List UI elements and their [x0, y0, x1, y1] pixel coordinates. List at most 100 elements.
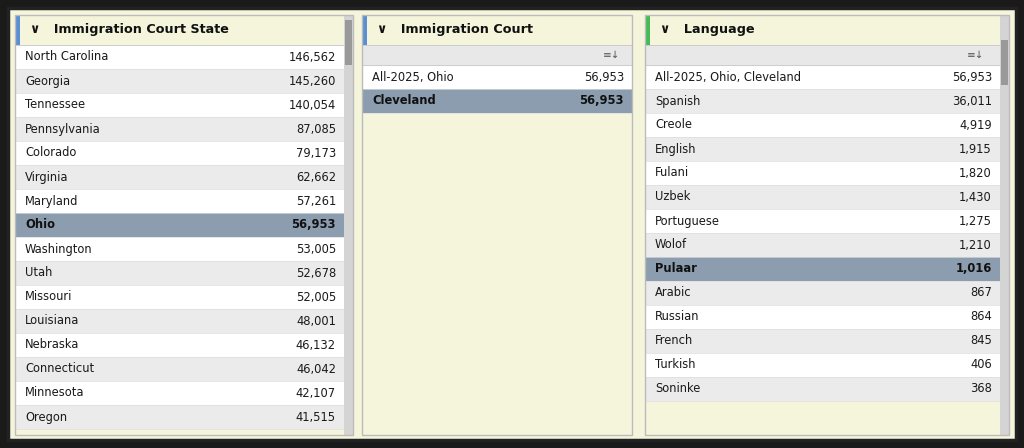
Text: English: English [655, 142, 696, 155]
Bar [15, 429, 344, 435]
Bar [645, 281, 1000, 305]
Bar [15, 93, 344, 117]
Bar [645, 209, 1000, 233]
Text: 57,261: 57,261 [296, 194, 336, 207]
Bar [362, 65, 632, 89]
Text: Georgia: Georgia [25, 74, 70, 87]
Bar [645, 113, 1000, 137]
Text: North Carolina: North Carolina [25, 51, 109, 64]
Text: 1,820: 1,820 [959, 167, 992, 180]
Bar [15, 165, 344, 189]
Bar [362, 15, 632, 435]
Text: 53,005: 53,005 [296, 242, 336, 255]
Bar [15, 141, 344, 165]
Text: 406: 406 [971, 358, 992, 371]
Text: Uzbek: Uzbek [655, 190, 690, 203]
Text: 56,953: 56,953 [951, 70, 992, 83]
Text: Cleveland: Cleveland [372, 95, 436, 108]
Text: 1,210: 1,210 [959, 238, 992, 251]
Bar [645, 15, 1009, 435]
Text: Creole: Creole [655, 119, 692, 132]
Bar [645, 377, 1000, 401]
Bar [15, 15, 353, 435]
Text: 4,919: 4,919 [959, 119, 992, 132]
Text: 1,430: 1,430 [959, 190, 992, 203]
Bar [367, 15, 632, 45]
Bar [650, 15, 1009, 45]
Text: 368: 368 [970, 383, 992, 396]
Text: Arabic: Arabic [655, 287, 691, 300]
Bar [645, 45, 1009, 65]
Text: Washington: Washington [25, 242, 92, 255]
Text: Turkish: Turkish [655, 358, 695, 371]
Bar [645, 137, 1000, 161]
Text: Soninke: Soninke [655, 383, 700, 396]
Text: Virginia: Virginia [25, 171, 69, 184]
Text: 140,054: 140,054 [289, 99, 336, 112]
Text: Maryland: Maryland [25, 194, 79, 207]
Text: 864: 864 [971, 310, 992, 323]
Text: 46,042: 46,042 [296, 362, 336, 375]
Bar [1001, 40, 1008, 85]
Text: Tennessee: Tennessee [25, 99, 85, 112]
Bar [20, 15, 353, 45]
Text: 52,005: 52,005 [296, 290, 336, 303]
Text: 42,107: 42,107 [296, 387, 336, 400]
Bar [15, 405, 344, 429]
Bar [15, 237, 344, 261]
Text: 79,173: 79,173 [296, 146, 336, 159]
Text: Missouri: Missouri [25, 290, 73, 303]
Text: Pennsylvania: Pennsylvania [25, 122, 100, 135]
Text: 56,953: 56,953 [292, 219, 336, 232]
Text: ∨   Immigration Court State: ∨ Immigration Court State [30, 23, 229, 36]
Text: Ohio: Ohio [25, 219, 55, 232]
Bar [344, 15, 353, 435]
Text: 867: 867 [970, 287, 992, 300]
Bar [15, 285, 344, 309]
Text: Wolof: Wolof [655, 238, 687, 251]
Bar [645, 185, 1000, 209]
Text: 62,662: 62,662 [296, 171, 336, 184]
Bar [645, 233, 1000, 257]
Text: Connecticut: Connecticut [25, 362, 94, 375]
Text: Minnesota: Minnesota [25, 387, 85, 400]
Text: 845: 845 [970, 335, 992, 348]
Bar [645, 161, 1000, 185]
Text: 146,562: 146,562 [289, 51, 336, 64]
Bar [15, 69, 344, 93]
Text: ∨   Language: ∨ Language [660, 23, 755, 36]
Text: Spanish: Spanish [655, 95, 700, 108]
Text: 87,085: 87,085 [296, 122, 336, 135]
Text: Pulaar: Pulaar [655, 263, 697, 276]
Text: 52,678: 52,678 [296, 267, 336, 280]
Bar [645, 305, 1000, 329]
Bar [15, 309, 344, 333]
Bar [362, 113, 632, 435]
Text: ≡↓: ≡↓ [967, 50, 984, 60]
Bar [645, 65, 1000, 89]
Text: ≡↓: ≡↓ [602, 50, 620, 60]
Bar [15, 117, 344, 141]
Text: Fulani: Fulani [655, 167, 689, 180]
Text: Russian: Russian [655, 310, 699, 323]
Text: All-2025, Ohio: All-2025, Ohio [372, 70, 454, 83]
Bar [362, 45, 632, 65]
Text: 56,953: 56,953 [580, 95, 624, 108]
Text: Portuguese: Portuguese [655, 215, 720, 228]
Bar [15, 261, 344, 285]
Bar [645, 401, 1000, 435]
Text: ∨   Immigration Court: ∨ Immigration Court [377, 23, 534, 36]
Text: All-2025, Ohio, Cleveland: All-2025, Ohio, Cleveland [655, 70, 801, 83]
Text: 48,001: 48,001 [296, 314, 336, 327]
Text: 41,515: 41,515 [296, 410, 336, 423]
Text: Utah: Utah [25, 267, 52, 280]
Bar [15, 15, 20, 45]
Text: 145,260: 145,260 [289, 74, 336, 87]
Text: Colorado: Colorado [25, 146, 77, 159]
Bar [15, 381, 344, 405]
Bar [15, 333, 344, 357]
Text: Nebraska: Nebraska [25, 339, 80, 352]
Text: 56,953: 56,953 [584, 70, 624, 83]
Text: 1,016: 1,016 [955, 263, 992, 276]
Text: Oregon: Oregon [25, 410, 68, 423]
